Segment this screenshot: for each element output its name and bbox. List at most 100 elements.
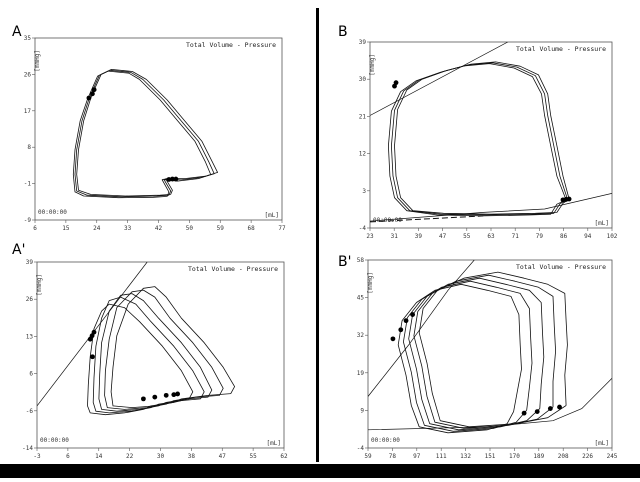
panel-b2: B' 59 78 97 111 132 151 170 189 208 226 245 58 45 32 19… xyxy=(338,254,618,460)
x-tick-label: 39 xyxy=(415,233,423,240)
panel-divider xyxy=(316,8,319,462)
x-axis-label: [mL] xyxy=(595,220,609,227)
plot-frame xyxy=(367,259,613,449)
y-tick-label: 19 xyxy=(357,370,365,377)
y-axis-label: [mmHg] xyxy=(34,50,41,72)
x-tick-label: 47 xyxy=(219,453,227,460)
x-tick-label: 63 xyxy=(487,233,495,240)
chart-title: Total Volume - Pressure xyxy=(516,45,606,53)
panel-a2: A' -3 6 14 22 30 38 47 55 62 39 26 13 6 -6 -14 [mmHg] [mL… xyxy=(12,242,288,460)
pv-loop-line xyxy=(402,280,533,432)
y-tick-label: -9 xyxy=(24,217,32,224)
x-axis-label: [mL] xyxy=(267,440,281,447)
x-tick-label: 14 xyxy=(95,453,103,460)
reference-line xyxy=(368,378,612,431)
data-point-marker xyxy=(90,354,95,360)
data-point-marker xyxy=(163,392,169,398)
y-tick-label: 17 xyxy=(24,108,32,115)
pv-loop-line xyxy=(104,289,224,410)
pv-loop-line xyxy=(92,296,205,414)
x-tick-label: 59 xyxy=(364,453,372,460)
data-point-marker xyxy=(91,329,97,335)
x-tick-label: 68 xyxy=(248,225,256,232)
plot-area xyxy=(72,69,219,199)
data-point-marker xyxy=(170,176,175,182)
reference-line xyxy=(370,193,612,222)
x-tick-label: 208 xyxy=(558,453,569,460)
time-readout: 00:00:00 xyxy=(38,209,67,216)
panel-label: B xyxy=(338,24,348,40)
x-tick-label: 59 xyxy=(217,225,225,232)
data-point-marker xyxy=(398,327,404,333)
x-tick-label: 151 xyxy=(485,453,496,460)
y-tick-label: 9 xyxy=(360,407,364,414)
pv-loop-line xyxy=(394,61,570,215)
pv-loop-line xyxy=(87,303,194,416)
y-tick-label: 8 xyxy=(27,144,31,151)
x-tick-label: 30 xyxy=(157,453,165,460)
x-tick-label: 38 xyxy=(188,453,196,460)
x-tick-label: 94 xyxy=(584,233,592,240)
data-point-marker xyxy=(390,336,396,342)
pv-loop-line xyxy=(76,69,219,197)
time-readout: 00:00:00 xyxy=(40,437,69,444)
data-point-marker xyxy=(566,196,572,202)
time-readout: 00:00:00 xyxy=(373,217,402,224)
x-tick-label: 55 xyxy=(250,453,258,460)
data-point-marker xyxy=(166,177,172,182)
pv-loop-line xyxy=(413,274,556,429)
reference-line xyxy=(368,260,475,397)
data-point-marker xyxy=(86,95,92,101)
y-tick-label: -4 xyxy=(359,225,367,232)
y-tick-label: 3 xyxy=(362,188,366,195)
data-point-marker xyxy=(152,394,158,400)
y-tick-label: 39 xyxy=(359,39,367,46)
x-tick-label: 31 xyxy=(391,233,399,240)
y-tick-label: 6 xyxy=(29,371,33,378)
x-tick-label: 15 xyxy=(62,225,70,232)
x-tick-label: -3 xyxy=(33,453,41,460)
y-tick-label: -1 xyxy=(24,181,32,188)
x-tick-label: 86 xyxy=(560,233,568,240)
pv-loop-line xyxy=(418,271,568,428)
y-tick-label: 45 xyxy=(357,295,365,302)
data-point-marker xyxy=(171,392,177,398)
y-tick-label: 58 xyxy=(357,257,365,264)
x-tick-label: 33 xyxy=(124,225,132,232)
data-point-marker xyxy=(173,176,179,182)
y-axis-label: [mmHg] xyxy=(369,54,376,76)
y-tick-label: 13 xyxy=(26,333,34,340)
y-tick-label: 26 xyxy=(24,71,32,78)
y-tick-label: 35 xyxy=(24,35,32,42)
x-tick-label: 189 xyxy=(533,453,544,460)
plot-area xyxy=(370,42,612,223)
data-point-marker xyxy=(547,406,553,411)
x-tick-label: 42 xyxy=(155,225,163,232)
data-point-marker xyxy=(141,396,146,402)
x-tick-label: 102 xyxy=(607,233,618,240)
data-point-marker xyxy=(175,391,181,397)
y-tick-label: 32 xyxy=(357,332,365,339)
y-tick-label: -14 xyxy=(22,445,33,452)
x-axis-label: [mL] xyxy=(265,212,279,219)
plot-area xyxy=(368,260,612,434)
dashed-line xyxy=(370,215,484,223)
x-tick-label: 6 xyxy=(66,453,70,460)
x-tick-label: 6 xyxy=(33,225,37,232)
data-point-marker xyxy=(89,333,95,339)
y-axis-label: [mmHg] xyxy=(36,274,43,296)
bottom-bar xyxy=(0,464,640,478)
y-tick-label: 26 xyxy=(26,296,34,303)
chart-title: Total Volume - Pressure xyxy=(516,263,606,271)
panel-label: A' xyxy=(12,242,25,258)
pv-loop-line xyxy=(408,277,545,431)
panel-b: B 23 31 39 47 55 63 71 79 86 94 102 39 30 21 12 3 -4 [mmHg… xyxy=(338,24,618,240)
y-tick-label: 39 xyxy=(26,259,34,266)
plot-frame xyxy=(369,41,613,229)
y-tick-label: 21 xyxy=(359,113,367,120)
pv-loop-line xyxy=(390,62,568,216)
y-tick-label: -4 xyxy=(357,445,365,452)
panel-label: B' xyxy=(338,254,351,270)
y-tick-label: 12 xyxy=(359,151,367,158)
